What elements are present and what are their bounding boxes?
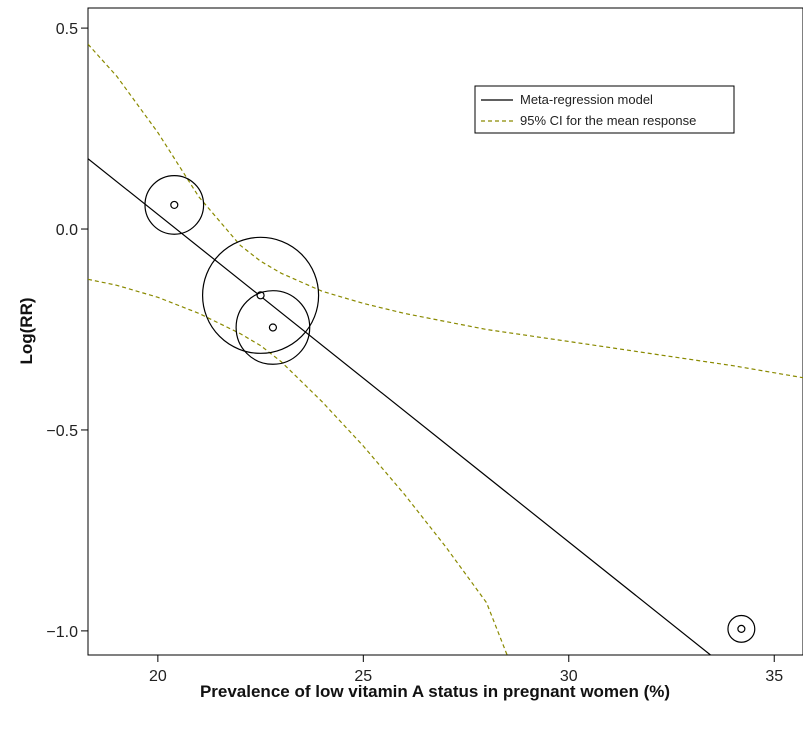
ci-upper-line <box>88 43 803 379</box>
legend: Meta-regression model 95% CI for the mea… <box>474 85 735 134</box>
x-tick-label: 25 <box>354 668 372 685</box>
y-tick-label: −0.5 <box>46 423 78 440</box>
regression-line-group <box>88 158 711 655</box>
x-tick-label: 20 <box>149 668 167 685</box>
study-weight-circle <box>727 614 756 643</box>
x-axis-title: Prevalence of low vitamin A status in pr… <box>200 682 670 701</box>
plot-frame <box>87 7 803 656</box>
study-weight-circle <box>144 175 205 235</box>
y-tick-label: 0.5 <box>56 21 78 38</box>
legend-label-ci: 95% CI for the mean response <box>520 113 696 128</box>
study-points <box>144 175 756 643</box>
y-tick-label: −1.0 <box>46 624 78 641</box>
legend-label-model: Meta-regression model <box>520 92 653 107</box>
x-tick-label: 30 <box>560 668 578 685</box>
study-point <box>268 323 278 332</box>
study-weight-circle <box>201 236 320 354</box>
ci-bands <box>88 43 803 655</box>
ci-lower-line <box>88 278 508 655</box>
x-axis: 20 25 30 35 <box>149 655 783 685</box>
y-axis-title: Log(RR) <box>17 297 36 364</box>
study-point <box>737 624 746 633</box>
y-axis: 0.5 0.0 −0.5 −1.0 <box>46 21 88 641</box>
study-point <box>170 200 179 210</box>
x-tick-label: 35 <box>765 668 783 685</box>
study-weight-circle <box>235 290 311 365</box>
regression-line <box>88 158 711 655</box>
legend-box <box>474 85 735 134</box>
y-tick-label: 0.0 <box>56 222 78 239</box>
